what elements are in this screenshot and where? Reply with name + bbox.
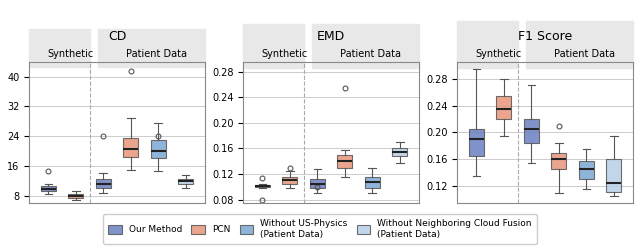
PathPatch shape [365,177,380,187]
Legend: Our Method, PCN, Without US-Physics
(Patient Data), Without Neighboring Cloud Fu: Our Method, PCN, Without US-Physics (Pat… [103,214,537,244]
Title: F1 Score: F1 Score [518,30,572,43]
Bar [457,21,518,68]
Title: EMD: EMD [317,30,345,43]
Bar [526,21,633,68]
PathPatch shape [282,177,298,184]
PathPatch shape [392,149,407,156]
Bar [98,29,205,67]
PathPatch shape [41,186,56,191]
Text: Patient Data: Patient Data [554,49,615,59]
Text: Patient Data: Patient Data [340,49,401,59]
PathPatch shape [310,179,325,188]
PathPatch shape [606,159,621,191]
PathPatch shape [150,140,166,158]
PathPatch shape [524,119,539,142]
Title: CD: CD [108,30,126,43]
Text: Patient Data: Patient Data [125,49,187,59]
Text: Synthetic: Synthetic [476,49,522,59]
PathPatch shape [178,179,193,184]
Bar [312,24,419,68]
PathPatch shape [497,95,511,119]
PathPatch shape [337,155,353,168]
Bar [29,29,90,67]
PathPatch shape [96,179,111,188]
Text: Synthetic: Synthetic [47,49,93,59]
PathPatch shape [68,194,83,198]
PathPatch shape [469,129,484,156]
PathPatch shape [551,153,566,169]
PathPatch shape [123,138,138,156]
PathPatch shape [579,161,594,179]
PathPatch shape [255,185,270,187]
Text: Synthetic: Synthetic [261,49,307,59]
Bar [243,24,303,68]
